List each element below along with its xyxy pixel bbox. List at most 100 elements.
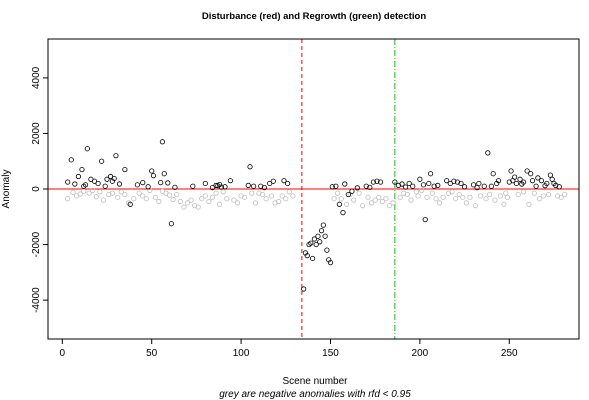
- grey-point: [379, 198, 385, 205]
- grey-point: [390, 200, 396, 206]
- anomaly-point: [134, 182, 140, 188]
- anomaly-point: [310, 255, 316, 262]
- grey-point: [492, 197, 498, 203]
- grey-point: [478, 193, 484, 199]
- reference-lines: [48, 39, 579, 339]
- chart-title: Disturbance (red) and Regrowth (green) d…: [202, 11, 427, 22]
- axes: 0 50 100 150 200 250 -4000 -2000 0 2000 4000: [31, 66, 518, 359]
- anomaly-point: [470, 182, 477, 188]
- grey-point: [372, 197, 378, 203]
- y-tick-label: -4000: [31, 287, 42, 313]
- grey-point: [369, 200, 375, 206]
- anomaly-point: [116, 181, 123, 187]
- anomaly-point: [165, 180, 171, 186]
- grey-point: [386, 203, 393, 209]
- grey-point: [140, 193, 146, 199]
- anomaly-point: [158, 180, 164, 186]
- grey-point: [152, 194, 158, 200]
- grey-point: [419, 187, 425, 193]
- grey-point: [558, 194, 564, 200]
- anomaly-point: [431, 183, 437, 189]
- anomaly-point: [327, 260, 334, 266]
- x-tick-label: 100: [233, 348, 250, 359]
- grey-point: [515, 191, 521, 198]
- x-tick-label: 200: [412, 348, 429, 359]
- anomaly-point: [490, 171, 496, 177]
- grey-point: [335, 190, 341, 196]
- anomaly-point: [270, 178, 276, 184]
- grey-point: [283, 196, 289, 202]
- anomaly-point: [556, 184, 562, 190]
- anomaly-point: [513, 180, 520, 187]
- grey-point: [174, 191, 180, 198]
- anomaly-point: [410, 183, 416, 189]
- anomaly-point: [149, 168, 155, 174]
- anomaly-point: [329, 184, 335, 190]
- grey-point: [331, 196, 337, 202]
- grey-point: [177, 198, 183, 205]
- anomaly-point: [99, 158, 105, 164]
- grey-point: [338, 196, 344, 202]
- x-tick-label: 150: [322, 348, 339, 359]
- anomaly-point: [91, 178, 98, 184]
- grey-point: [365, 194, 371, 200]
- anomaly-point: [547, 172, 553, 178]
- anomaly-point: [301, 286, 307, 292]
- grey-point: [217, 201, 223, 207]
- grey-point: [77, 191, 83, 197]
- grey-point: [206, 198, 212, 205]
- grey-point: [136, 190, 142, 196]
- anomaly-point: [84, 146, 90, 152]
- grey-point: [118, 189, 124, 195]
- grey-point: [497, 193, 503, 199]
- anomaly-point: [68, 157, 74, 163]
- anomaly-point: [304, 253, 310, 259]
- grey-point: [166, 192, 173, 198]
- anomaly-point: [417, 176, 423, 182]
- chart-subtitle: grey are negative anomalies with rfd < 0…: [219, 389, 411, 400]
- y-tick-label: 0: [31, 186, 42, 192]
- anomaly-point: [444, 178, 450, 184]
- grey-point: [181, 204, 187, 210]
- anomaly-point: [65, 179, 71, 185]
- anomaly-point: [213, 182, 219, 188]
- anomaly-point: [82, 182, 89, 188]
- anomaly-point: [190, 183, 196, 189]
- grey-point: [268, 193, 275, 199]
- grey-point: [503, 190, 509, 196]
- anomaly-point: [218, 184, 225, 190]
- anomaly-point: [402, 184, 409, 190]
- anomaly-point: [267, 180, 273, 187]
- anomaly-point: [458, 180, 464, 187]
- anomaly-point: [451, 178, 457, 184]
- grey-point: [90, 187, 96, 193]
- anomaly-point: [524, 168, 530, 174]
- x-axis-label: Scene number: [282, 376, 348, 387]
- anomaly-point: [95, 180, 101, 187]
- anomaly-point: [370, 179, 376, 185]
- grey-point: [504, 194, 511, 200]
- anomaly-point: [533, 183, 539, 189]
- grey-point: [263, 196, 269, 202]
- grey-point: [408, 197, 414, 203]
- anomaly-point: [529, 178, 536, 184]
- anomaly-point: [245, 182, 251, 188]
- anomaly-point: [342, 181, 348, 187]
- grey-point: [453, 196, 459, 202]
- anomaly-point: [320, 222, 326, 228]
- anomaly-point: [538, 178, 545, 184]
- grey-point: [70, 189, 76, 195]
- anomaly-point: [528, 171, 534, 177]
- anomaly-point: [333, 183, 339, 189]
- grey-point: [531, 190, 537, 196]
- anomaly-point: [428, 171, 434, 177]
- anomaly-point: [322, 233, 328, 239]
- anomaly-point: [435, 182, 441, 188]
- grey-point: [249, 190, 255, 196]
- grey-point: [122, 191, 128, 198]
- grey-point: [242, 194, 248, 200]
- grey-point: [456, 191, 462, 198]
- anomaly-point: [517, 176, 523, 182]
- grey-point: [286, 189, 292, 195]
